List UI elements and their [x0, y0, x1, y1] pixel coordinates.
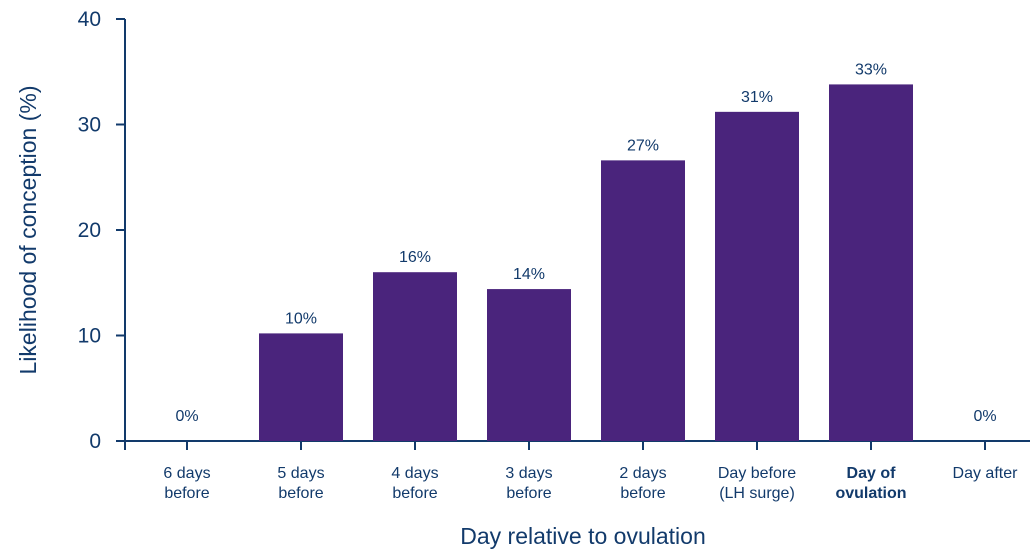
data-label: 31%	[741, 89, 773, 106]
x-tick-label: 5 days	[277, 465, 324, 482]
data-label: 10%	[285, 310, 317, 327]
x-tick-label: 4 days	[391, 465, 438, 482]
y-tick-label: 30	[78, 114, 101, 137]
bar	[829, 84, 913, 441]
bar	[487, 289, 571, 441]
data-label: 0%	[175, 408, 198, 425]
y-tick-label: 0	[89, 430, 101, 453]
x-tick-label: 2 days	[619, 465, 666, 482]
x-tick-label: before	[164, 485, 209, 502]
data-label: 0%	[973, 408, 996, 425]
y-tick-label: 40	[78, 8, 101, 31]
bar	[601, 160, 685, 441]
y-tick-label: 10	[78, 325, 101, 348]
data-label: 33%	[855, 61, 887, 78]
bar	[373, 272, 457, 441]
x-tick-label: ovulation	[835, 485, 906, 502]
x-tick-label: before	[506, 485, 551, 502]
bar	[715, 111, 799, 441]
data-label: 16%	[399, 249, 431, 266]
x-tick-label: (LH surge)	[719, 485, 795, 502]
data-label: 27%	[627, 137, 659, 154]
data-labels: 0% 10% 16% 14% 27% 31% 33% 0%	[175, 61, 996, 425]
x-axis-title: Day relative to ovulation	[460, 523, 705, 549]
x-tick-label: 6 days	[163, 465, 210, 482]
x-tick-label: 3 days	[505, 465, 552, 482]
data-label: 14%	[513, 266, 545, 283]
bar	[259, 333, 343, 441]
bars	[259, 84, 913, 441]
axes: 0 10 20 30 40 6 days before 5 days before 4 days b…	[78, 8, 1030, 502]
y-tick-label: 20	[78, 219, 101, 242]
x-tick-label: Day after	[953, 465, 1019, 482]
x-tick-label: Day of	[847, 465, 897, 482]
x-tick-label: before	[278, 485, 323, 502]
x-tick-label: before	[620, 485, 665, 502]
y-axis-title: Likelihood of conception (%)	[15, 86, 41, 375]
x-tick-label: before	[392, 485, 437, 502]
x-tick-label: Day before	[718, 465, 796, 482]
